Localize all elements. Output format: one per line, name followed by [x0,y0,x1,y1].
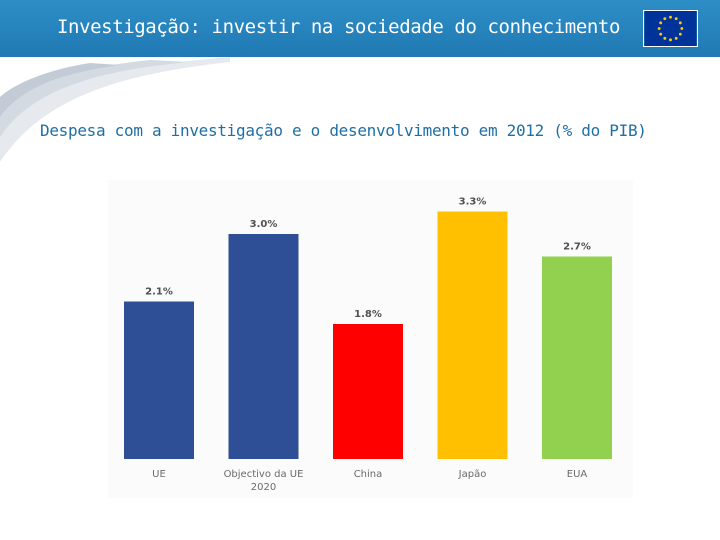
eu-flag-star [678,21,682,25]
eu-flag-star [669,38,672,42]
eu-flag-star [669,15,672,19]
bar-value-label: 1.8% [354,309,382,320]
bar-value-label: 3.0% [250,219,278,230]
page-title: Investigação: investir na sociedade do c… [57,16,620,38]
eu-flag-star [674,36,678,40]
category-label: UE [152,469,166,480]
category-label: Objectivo da UE [224,469,304,480]
category-label: Japão [458,469,487,480]
bar-2 [333,324,403,459]
bar-1 [228,234,299,459]
decorative-swoosh [0,57,230,162]
eu-flag-star [663,17,667,21]
category-label: China [354,469,383,480]
chart-panel: 2.1% UE 3.0% Objectivo da UE 2020 1.8% China 3.… [108,180,633,498]
category-label: 2020 [251,482,276,493]
header-bar: Investigação: investir na sociedade do c… [0,0,720,57]
bar-value-label: 2.7% [563,242,591,253]
bar-4 [542,256,612,459]
eu-flag-star [659,32,663,36]
eu-flag-star [663,36,667,40]
eu-flag-star [659,21,663,25]
eu-flag-star [678,32,682,36]
eu-flag-star [674,17,678,21]
bar-0 [124,301,194,459]
bar-value-label: 2.1% [145,287,173,298]
chart-title: Despesa com a investigação e o desenvolv… [40,121,647,140]
eu-flag-star [657,27,661,30]
category-label: EUA [567,469,588,480]
bar-value-label: 3.3% [459,197,487,208]
eu-flag-star [680,27,684,30]
bar-chart: 2.1% UE 3.0% Objectivo da UE 2020 1.8% China 3.… [124,197,612,493]
eu-flag-icon [643,10,698,47]
bar-3 [437,211,508,459]
